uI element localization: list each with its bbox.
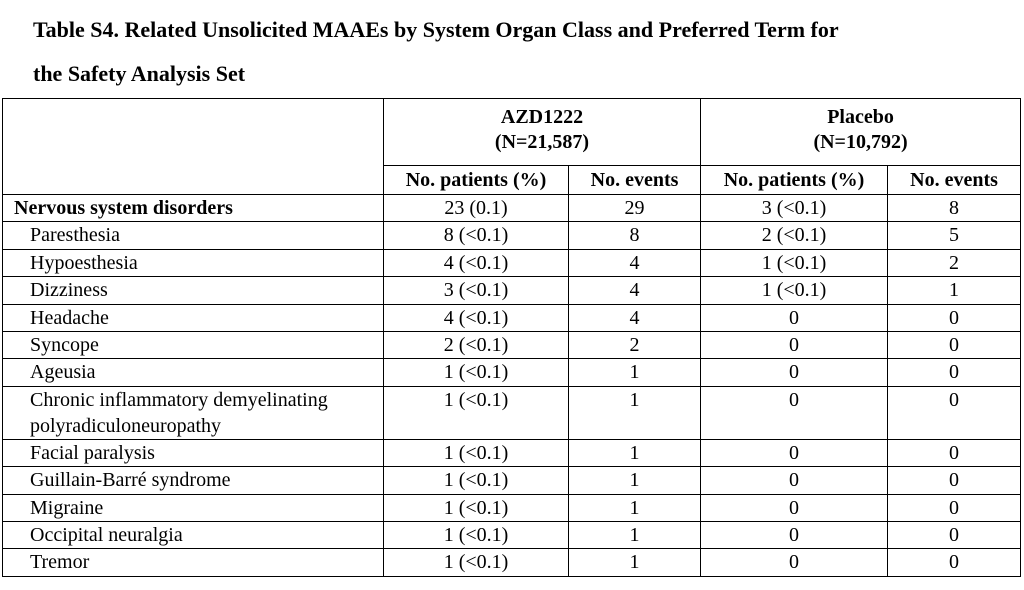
placebo-events-cell: 1 (887, 276, 1022, 305)
azd-patients-cell: 4 (<0.1) (383, 249, 569, 278)
azd-patients-cell: 1 (<0.1) (383, 466, 569, 495)
azd-events-cell: 1 (567, 358, 702, 387)
azd-patients-cell: 1 (<0.1) (383, 494, 569, 522)
soc-label: Nervous system disorders (2, 194, 384, 223)
group-header-placebo: Placebo (N=10,792) (700, 98, 1022, 166)
col-header-placebo-patients: No. patients (%) (700, 165, 889, 195)
placebo-patients-cell: 0 (700, 521, 889, 550)
table-body: Nervous system disorders 23 (0.1) 29 3 (… (2, 194, 1022, 577)
azd-events-cell: 4 (567, 249, 702, 278)
azd-patients-cell: 3 (<0.1) (383, 276, 569, 305)
azd-events-cell: 4 (567, 304, 702, 332)
azd-patients-cell: 4 (<0.1) (383, 304, 569, 332)
placebo-patients-cell: 0 (700, 466, 889, 495)
preferred-term: Ageusia (2, 358, 384, 387)
placebo-events-cell: 0 (887, 331, 1022, 360)
azd-events-cell: 1 (567, 466, 702, 495)
placebo-patients-cell: 0 (700, 358, 889, 387)
preferred-term: Hypoesthesia (2, 249, 384, 278)
placebo-patients-cell: 0 (700, 331, 889, 360)
placebo-events-cell: 0 (887, 439, 1022, 468)
table-row: Nervous system disorders 23 (0.1) 29 3 (… (2, 194, 1022, 223)
col-header-azd-events: No. events (567, 165, 702, 195)
term-header-cell (2, 98, 384, 195)
table-row: Syncope 2 (<0.1) 2 0 0 (2, 331, 1022, 360)
placebo-patients-cell: 0 (700, 439, 889, 468)
placebo-events-cell: 5 (887, 221, 1022, 250)
placebo-events-cell: 0 (887, 386, 1022, 440)
placebo-patients-cell: 1 (<0.1) (700, 276, 889, 305)
azd-patients-cell: 2 (<0.1) (383, 331, 569, 360)
azd-events-cell: 1 (567, 439, 702, 468)
azd-patients-cell: 8 (<0.1) (383, 221, 569, 250)
maae-table: AZD1222 (N=21,587) Placebo (N=10,792) No… (2, 98, 1022, 577)
table-row: Occipital neuralgia 1 (<0.1) 1 0 0 (2, 521, 1022, 550)
group-count: (N=21,587) (494, 131, 590, 153)
table-row: Dizziness 3 (<0.1) 4 1 (<0.1) 1 (2, 276, 1022, 305)
table-title-line-2: the Safety Analysis Set (33, 61, 246, 86)
placebo-events-cell: 0 (887, 358, 1022, 387)
preferred-term: Tremor (2, 548, 384, 577)
placebo-patients-cell: 0 (700, 304, 889, 332)
col-header-placebo-events: No. events (887, 165, 1022, 195)
preferred-term: Occipital neuralgia (2, 521, 384, 550)
placebo-patients-cell: 2 (<0.1) (700, 221, 889, 250)
preferred-term: Guillain-Barré syndrome (2, 466, 384, 495)
azd-events-cell: 8 (567, 221, 702, 250)
col-header-azd-patients: No. patients (%) (383, 165, 569, 195)
placebo-patients-cell: 0 (700, 548, 889, 577)
preferred-term-line-2: polyradiculoneuropathy (30, 414, 222, 437)
preferred-term: Headache (2, 304, 384, 332)
azd-patients-cell: 1 (<0.1) (383, 548, 569, 577)
placebo-patients-cell: 0 (700, 386, 889, 440)
azd-events-cell: 29 (567, 194, 702, 223)
group-name: Placebo (827, 106, 894, 128)
placebo-events-cell: 0 (887, 304, 1022, 332)
placebo-events-cell: 0 (887, 521, 1022, 550)
placebo-patients-cell: 3 (<0.1) (700, 194, 889, 223)
placebo-events-cell: 0 (887, 494, 1022, 522)
table-row: Tremor 1 (<0.1) 1 0 0 (2, 548, 1022, 577)
preferred-term: Facial paralysis (2, 439, 384, 468)
table-row: Ageusia 1 (<0.1) 1 0 0 (2, 358, 1022, 387)
group-name: AZD1222 (500, 106, 584, 128)
placebo-patients-cell: 1 (<0.1) (700, 249, 889, 278)
azd-events-cell: 2 (567, 331, 702, 360)
azd-events-cell: 4 (567, 276, 702, 305)
table-row: Hypoesthesia 4 (<0.1) 4 1 (<0.1) 2 (2, 249, 1022, 278)
azd-events-cell: 1 (567, 494, 702, 522)
table-row: Facial paralysis 1 (<0.1) 1 0 0 (2, 439, 1022, 468)
table-title: Table S4. Related Unsolicited MAAEs by S… (33, 8, 993, 96)
preferred-term: Syncope (2, 331, 384, 360)
preferred-term: Paresthesia (2, 221, 384, 250)
azd-patients-cell: 1 (<0.1) (383, 439, 569, 468)
azd-patients-cell: 1 (<0.1) (383, 386, 569, 440)
preferred-term: Chronic inflammatory demyelinating polyr… (2, 386, 384, 440)
group-count: (N=10,792) (813, 131, 908, 153)
preferred-term-line-1: Chronic inflammatory demyelinating (30, 388, 328, 411)
azd-patients-cell: 1 (<0.1) (383, 358, 569, 387)
azd-patients-cell: 1 (<0.1) (383, 521, 569, 550)
preferred-term: Migraine (2, 494, 384, 522)
placebo-events-cell: 0 (887, 466, 1022, 495)
table-row: Migraine 1 (<0.1) 1 0 0 (2, 494, 1022, 522)
preferred-term: Dizziness (2, 276, 384, 305)
table-row: Chronic inflammatory demyelinating polyr… (2, 386, 1022, 440)
table-title-line-1: Table S4. Related Unsolicited MAAEs by S… (33, 17, 839, 42)
table-row: Paresthesia 8 (<0.1) 8 2 (<0.1) 5 (2, 221, 1022, 250)
azd-events-cell: 1 (567, 386, 702, 440)
azd-events-cell: 1 (567, 521, 702, 550)
placebo-patients-cell: 0 (700, 494, 889, 522)
azd-events-cell: 1 (567, 548, 702, 577)
table-row: Guillain-Barré syndrome 1 (<0.1) 1 0 0 (2, 466, 1022, 495)
table-row: Headache 4 (<0.1) 4 0 0 (2, 304, 1022, 332)
placebo-events-cell: 8 (887, 194, 1022, 223)
azd-patients-cell: 23 (0.1) (383, 194, 569, 223)
group-header-azd1222: AZD1222 (N=21,587) (382, 98, 702, 166)
placebo-events-cell: 2 (887, 249, 1022, 278)
placebo-events-cell: 0 (887, 548, 1022, 577)
